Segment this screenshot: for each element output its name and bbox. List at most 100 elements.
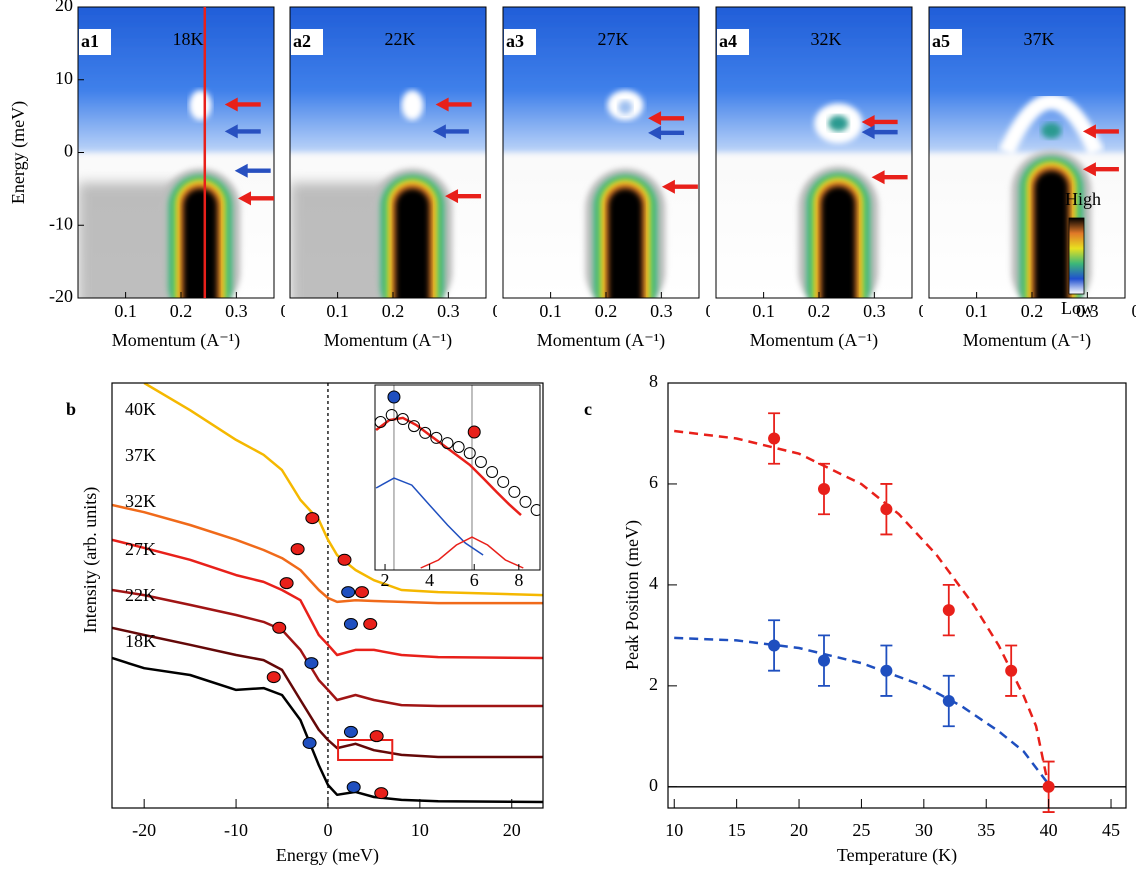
point <box>880 664 893 677</box>
series-label: 27K <box>125 539 156 559</box>
panel-title: 27K <box>598 29 629 49</box>
band <box>821 186 856 298</box>
series-label: 40K <box>125 399 156 419</box>
x-tick-label: 0.4 <box>918 301 941 321</box>
x-tick-label: 0.4 <box>705 301 728 321</box>
frame <box>502 6 700 299</box>
arrow <box>648 125 685 140</box>
y-tick-label: 0 <box>649 775 658 795</box>
x-tick-label: 0.1 <box>539 301 562 321</box>
inset-peak <box>387 390 401 404</box>
spectral-map <box>716 7 912 298</box>
peak-marker <box>343 617 358 630</box>
x-tick-labels: 0.1 0.2 0.3 0.4 <box>752 301 941 321</box>
x-tick-label: 10 <box>411 820 429 840</box>
point <box>942 604 955 617</box>
arrow <box>234 163 271 178</box>
highlight-box <box>337 739 394 761</box>
x-axis-label: Momentum (A⁻¹) <box>963 330 1091 351</box>
arrow <box>861 125 898 140</box>
arrow <box>1082 162 1119 177</box>
panel-label-bg <box>930 29 962 55</box>
panel-label-bg <box>291 29 323 55</box>
y-axis-label: Energy (meV) <box>8 101 29 204</box>
arrow <box>445 189 482 204</box>
inset-point <box>486 465 499 478</box>
inset-background <box>375 385 540 570</box>
peak-marker <box>279 577 294 590</box>
panel-label: a2 <box>293 31 311 51</box>
x-axis-label: Energy (meV) <box>276 845 379 866</box>
y-tick-label: -20 <box>49 286 73 306</box>
y-tick-label: 6 <box>649 472 658 492</box>
frame <box>667 382 1127 809</box>
x-tick-label: 0.4 <box>492 301 515 321</box>
x-tick-label: 0 <box>323 820 332 840</box>
peak-marker <box>374 787 389 800</box>
colorbar-high: High <box>1065 189 1101 209</box>
point <box>942 694 955 707</box>
arrow <box>861 114 898 129</box>
x-tick-label: 0.3 <box>863 301 886 321</box>
y-tick-label: 8 <box>649 371 658 391</box>
band <box>183 188 218 298</box>
inset-point <box>497 475 510 488</box>
spot <box>189 90 212 121</box>
spectral-map <box>290 7 486 298</box>
spectral-map <box>503 7 699 298</box>
frame <box>928 6 1126 299</box>
series-label: 32K <box>125 491 156 511</box>
spectrum <box>143 383 543 597</box>
band <box>395 188 430 298</box>
x-tick-label: 45 <box>1102 820 1120 840</box>
inset-point <box>419 426 432 439</box>
x-tick-label: -10 <box>224 820 248 840</box>
peak-marker <box>290 543 305 556</box>
inset-point <box>396 413 409 426</box>
point <box>768 639 781 652</box>
x-tick-label: 0.1 <box>114 301 137 321</box>
x-tick-label: 0.2 <box>1021 301 1044 321</box>
series-label: 37K <box>125 445 156 465</box>
x-tick-labels: 0.1 0.2 0.3 0.4 <box>114 301 285 321</box>
panel-label-bg <box>504 29 536 55</box>
inset-point <box>508 485 521 498</box>
spectrum <box>112 538 543 660</box>
inset-point <box>452 440 465 453</box>
spot-core <box>618 100 633 115</box>
arrow <box>435 97 472 112</box>
panel-label: a1 <box>81 31 99 51</box>
panel-label-bg <box>717 29 749 55</box>
ring-core <box>828 115 849 132</box>
colorbar <box>1068 217 1085 295</box>
inset-point <box>441 437 454 450</box>
inset-x-tick-label: 6 <box>470 570 479 590</box>
peak-marker <box>363 617 378 630</box>
x-tick-labels: 0.1 0.2 0.3 0.4 <box>965 301 1141 321</box>
panel-label: a3 <box>506 31 524 51</box>
band <box>608 188 643 298</box>
arrow <box>224 124 261 139</box>
x-tick-label: 20 <box>503 820 521 840</box>
frame <box>715 6 913 299</box>
arrow <box>871 170 908 185</box>
peak-marker <box>337 553 352 566</box>
x-tick-label: 0.4 <box>1131 301 1141 321</box>
x-tick-label: 0.1 <box>326 301 349 321</box>
x-tick-label: 0.3 <box>225 301 248 321</box>
x-tick-label: 35 <box>977 820 995 840</box>
map-upper <box>503 7 699 153</box>
y-axis-label: Peak Position (meV) <box>622 520 643 670</box>
panel-label: a4 <box>719 31 737 51</box>
inset-point <box>474 455 487 468</box>
y-tick-label: 2 <box>649 674 658 694</box>
x-axis-label: Temperature (K) <box>837 845 957 866</box>
x-tick-label: 10 <box>665 820 683 840</box>
panel-title: 18K <box>173 29 204 49</box>
spectrum <box>112 656 543 804</box>
arrow <box>661 179 698 194</box>
point <box>880 503 893 516</box>
x-tick-labels: 0.1 0.2 0.3 0.4 <box>326 301 515 321</box>
x-tick-label: 40 <box>1040 820 1058 840</box>
